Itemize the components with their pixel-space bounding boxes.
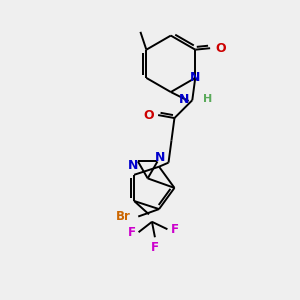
Text: O: O (215, 42, 226, 55)
Text: H: H (203, 94, 212, 104)
Text: N: N (190, 71, 200, 84)
Text: F: F (128, 226, 136, 239)
Text: Br: Br (116, 210, 131, 223)
Text: F: F (170, 223, 178, 236)
Text: N: N (128, 159, 138, 172)
Text: N: N (155, 151, 166, 164)
Text: F: F (151, 241, 159, 254)
Text: O: O (143, 109, 154, 122)
Text: N: N (179, 93, 189, 106)
